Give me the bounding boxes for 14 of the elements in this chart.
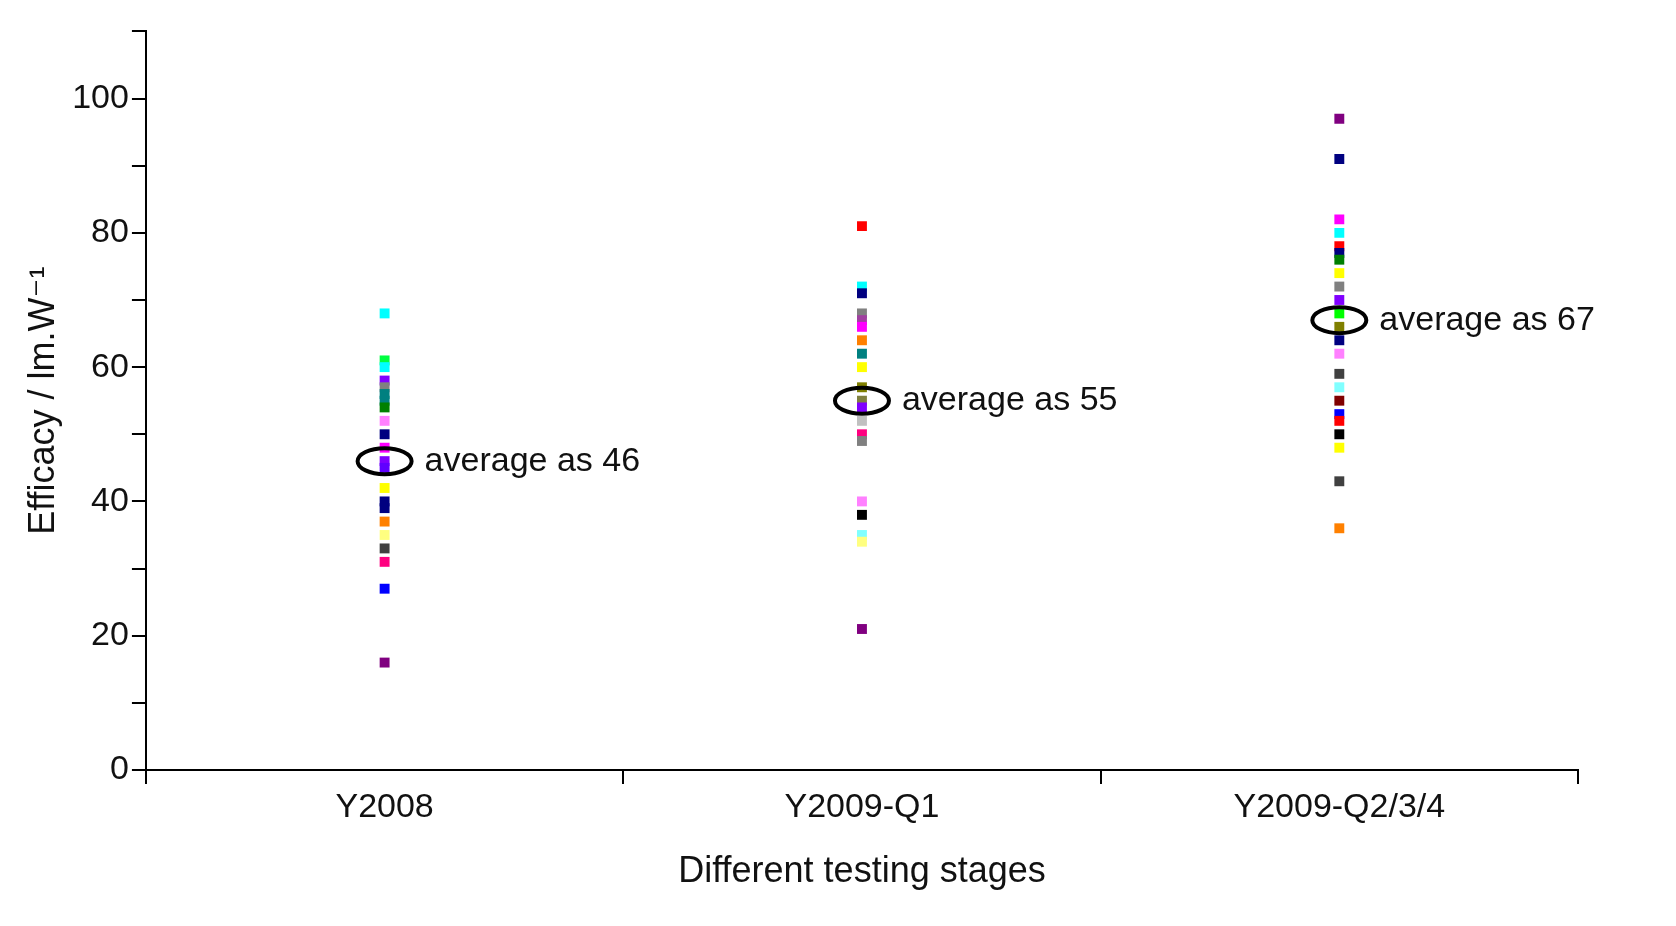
annotation: average as 55 <box>901 379 1118 418</box>
y-tick-label: 40 <box>91 479 129 518</box>
y-tick-label: 100 <box>72 76 129 115</box>
x-tick-label: Y2009-Q1 <box>784 785 940 824</box>
annotation: average as 46 <box>424 439 641 478</box>
x-tick-label: Y2009-Q2/3/4 <box>1233 785 1446 824</box>
y-tick-label: 20 <box>91 614 129 653</box>
y-tick-label: 0 <box>110 748 129 787</box>
annotation: average as 67 <box>1379 298 1595 337</box>
y-tick-label: 60 <box>91 345 129 384</box>
y-axis-title: Efficacy / lm.W⁻¹ <box>20 266 62 535</box>
x-axis-title: Different testing stages <box>678 849 1046 891</box>
y-tick-label: 80 <box>91 211 129 250</box>
x-tick-label: Y2008 <box>335 785 434 824</box>
